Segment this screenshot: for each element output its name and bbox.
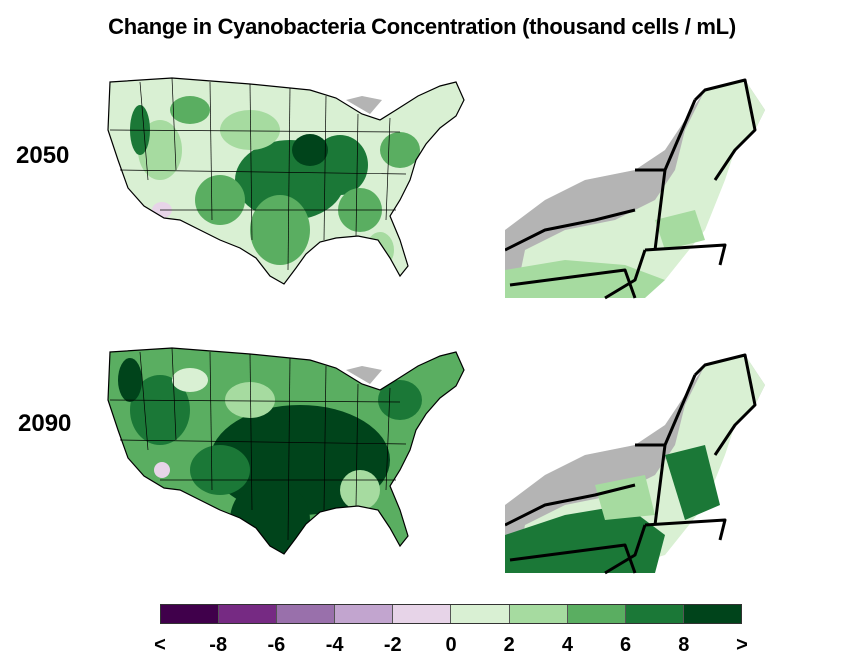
legend-tick-label: 4 <box>561 634 573 656</box>
northeast-state-borders-2050 <box>505 78 757 300</box>
state-borders-2050 <box>109 77 407 271</box>
us-map-2050 <box>107 77 465 285</box>
legend-color-bar <box>160 604 742 624</box>
legend-swatch <box>625 605 684 623</box>
legend-tick-label: > <box>736 634 748 656</box>
legend-swatch <box>219 605 278 623</box>
northeast-map-2090 <box>505 353 765 575</box>
legend-tick-label: 2 <box>503 634 515 656</box>
legend-tick-label: -2 <box>383 634 402 656</box>
northeast-state-borders-2090 <box>505 353 757 575</box>
northeast-map-2050 <box>505 78 765 300</box>
year-label-2050: 2050 <box>16 142 70 169</box>
legend-tick-label: 0 <box>445 634 457 656</box>
legend-tick-label: 8 <box>678 634 690 656</box>
great-lakes-shape <box>346 96 382 114</box>
figure-title: Change in Cyanobacteria Concentration (t… <box>108 14 736 39</box>
legend-swatch <box>509 605 568 623</box>
legend-swatch <box>393 605 452 623</box>
legend-swatch <box>567 605 626 623</box>
state-borders-2090 <box>109 347 407 541</box>
legend-swatch <box>161 605 220 623</box>
legend-swatch <box>277 605 336 623</box>
legend-tick-label: -4 <box>325 634 344 656</box>
legend-tick-label: -6 <box>267 634 286 656</box>
legend-swatch <box>451 605 510 623</box>
legend-tick-label: -8 <box>209 634 228 656</box>
year-label-2090: 2090 <box>18 410 72 437</box>
color-legend <box>160 604 742 626</box>
legend-swatch <box>683 605 741 623</box>
legend-tick-label: 6 <box>620 634 632 656</box>
legend-swatch <box>335 605 394 623</box>
legend-tick-label: < <box>154 634 166 656</box>
us-map-2090 <box>107 347 465 555</box>
cyano-regions-2050 <box>130 96 420 268</box>
